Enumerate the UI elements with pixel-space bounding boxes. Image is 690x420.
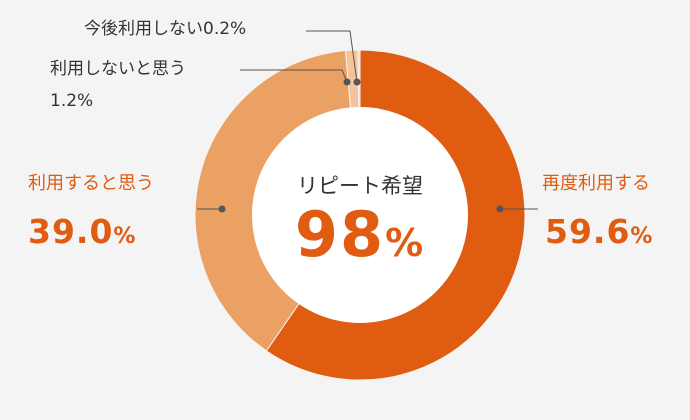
leader-dot-never: [353, 78, 361, 86]
leader-line-never: [306, 30, 358, 83]
leader-line-unlikely: [240, 69, 348, 83]
label-likely: 利用すると思う: [28, 173, 154, 194]
value-likely: 39.0%: [28, 213, 136, 251]
label-unlikely: 利用しないと思う: [50, 59, 186, 79]
value-likely-unit: %: [113, 224, 137, 249]
center-value: 98%: [245, 198, 475, 271]
value-repeat-unit: %: [630, 224, 654, 249]
label-never: 今後利用しない0.2%: [84, 19, 247, 40]
value-repeat: 59.6%: [545, 213, 653, 251]
leader-lines: [197, 30, 538, 213]
label-repeat: 再度利用する: [542, 173, 650, 194]
leader-dot-repeat: [496, 205, 504, 213]
donut-hole: [252, 107, 468, 323]
label-never-text: 今後利用しない: [84, 19, 203, 39]
value-unlikely: 1.2%: [50, 91, 94, 111]
leader-dot-unlikely: [343, 78, 351, 86]
center-value-number: 98: [294, 198, 386, 271]
value-likely-number: 39.0: [28, 212, 114, 251]
center-value-unit: %: [385, 221, 426, 265]
leader-dot-likely: [218, 205, 226, 213]
value-never: 0.2%: [203, 19, 247, 39]
center-title: リピート希望: [297, 174, 423, 198]
value-repeat-number: 59.6: [545, 212, 631, 251]
